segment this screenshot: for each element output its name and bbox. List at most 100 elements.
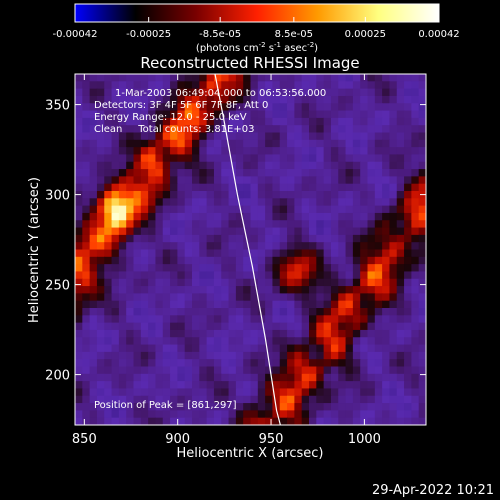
- heatmap-cell: [221, 88, 230, 97]
- heatmap-cell: [404, 125, 412, 134]
- heatmap-cell: [345, 271, 354, 280]
- heatmap-cell: [177, 329, 186, 338]
- heatmap-cell: [279, 410, 288, 419]
- heatmap-cell: [389, 308, 398, 316]
- heatmap-cell: [330, 139, 339, 148]
- heatmap-cell: [148, 74, 157, 82]
- heatmap-cell: [418, 74, 426, 82]
- heatmap-cell: [111, 227, 120, 236]
- heatmap-cell: [352, 271, 361, 280]
- heatmap-cell: [294, 88, 303, 97]
- heatmap-cell: [104, 373, 113, 382]
- heatmap-cell: [389, 271, 398, 280]
- heatmap-cell: [148, 359, 157, 368]
- heatmap-cell: [213, 110, 222, 119]
- heatmap-cell: [126, 103, 135, 112]
- heatmap-cell: [272, 81, 281, 90]
- heatmap-cell: [287, 308, 295, 316]
- heatmap-cell: [213, 147, 222, 156]
- heatmap-cell: [133, 110, 142, 119]
- heatmap-cell: [338, 139, 347, 148]
- heatmap-cell: [148, 198, 157, 207]
- heatmap-cell: [192, 322, 200, 331]
- heatmap-cell: [301, 103, 310, 112]
- heatmap-cell: [316, 373, 325, 382]
- heatmap-cell: [148, 395, 157, 404]
- heatmap-cell: [250, 103, 259, 112]
- heatmap-cell: [148, 322, 157, 331]
- heatmap-cell: [111, 95, 120, 104]
- heatmap-cell: [389, 403, 398, 411]
- heatmap-cell: [287, 278, 295, 287]
- heatmap-cell: [345, 227, 354, 236]
- heatmap-cell: [411, 147, 420, 156]
- heatmap-cell: [309, 81, 317, 90]
- heatmap-cell: [309, 242, 317, 251]
- heatmap-cell: [96, 227, 105, 236]
- heatmap-cell: [192, 395, 200, 404]
- heatmap-cell: [162, 308, 171, 316]
- heatmap-cell: [287, 322, 295, 331]
- heatmap-cell: [250, 403, 259, 411]
- heatmap-cell: [323, 366, 332, 375]
- heatmap-cell: [345, 249, 354, 258]
- heatmap-cell: [287, 125, 295, 134]
- heatmap-cell: [323, 308, 332, 316]
- heatmap-cell: [250, 410, 259, 419]
- heatmap-cell: [177, 125, 186, 134]
- heatmap-cell: [177, 117, 186, 126]
- heatmap-cell: [338, 125, 347, 134]
- heatmap-cell: [309, 125, 317, 134]
- heatmap-cell: [389, 286, 398, 294]
- heatmap-cell: [192, 403, 200, 411]
- heatmap-cell: [309, 329, 317, 338]
- heatmap-cell: [228, 176, 237, 185]
- heatmap-cell: [323, 337, 332, 346]
- heatmap-cell: [111, 366, 120, 375]
- heatmap-cell: [170, 176, 178, 185]
- heatmap-cell: [82, 264, 91, 273]
- heatmap-cell: [155, 205, 164, 214]
- heatmap-cell: [162, 337, 171, 346]
- heatmap-cell: [162, 81, 171, 90]
- heatmap-cell: [316, 322, 325, 331]
- heatmap-cell: [228, 315, 237, 324]
- heatmap-cell: [411, 278, 420, 287]
- heatmap-cell: [411, 132, 420, 141]
- heatmap-cell: [279, 117, 288, 126]
- heatmap-cell: [330, 117, 339, 126]
- heatmap-cell: [257, 264, 266, 273]
- heatmap-cell: [257, 278, 266, 287]
- heatmap-cell: [338, 242, 347, 251]
- heatmap-cell: [213, 278, 222, 287]
- heatmap-cell: [213, 139, 222, 148]
- y-tick-label: 300: [45, 189, 70, 204]
- heatmap-cell: [279, 359, 288, 368]
- heatmap-cell: [323, 381, 332, 390]
- heatmap-cell: [235, 212, 244, 221]
- heatmap-cell: [250, 88, 259, 97]
- heatmap-cell: [411, 125, 420, 134]
- heatmap-cell: [133, 395, 142, 404]
- heatmap-cell: [177, 300, 186, 309]
- heatmap-cell: [287, 366, 295, 375]
- heatmap-cell: [382, 161, 391, 170]
- heatmap-cell: [126, 81, 135, 90]
- heatmap-cell: [213, 359, 222, 368]
- heatmap-cell: [360, 351, 369, 360]
- heatmap-cell: [287, 169, 295, 177]
- heatmap-cell: [272, 395, 281, 404]
- heatmap-cell: [411, 183, 420, 192]
- heatmap-cell: [111, 293, 120, 302]
- heatmap-cell: [279, 395, 288, 404]
- heatmap-cell: [170, 183, 178, 192]
- heatmap-cell: [279, 161, 288, 170]
- heatmap-cell: [404, 147, 412, 156]
- heatmap-cell: [367, 344, 376, 353]
- heatmap-cell: [104, 95, 113, 104]
- heatmap-cell: [382, 403, 391, 411]
- heatmap-cell: [82, 410, 91, 419]
- heatmap-cell: [140, 329, 149, 338]
- heatmap-cell: [257, 205, 266, 214]
- heatmap-cell: [126, 139, 135, 148]
